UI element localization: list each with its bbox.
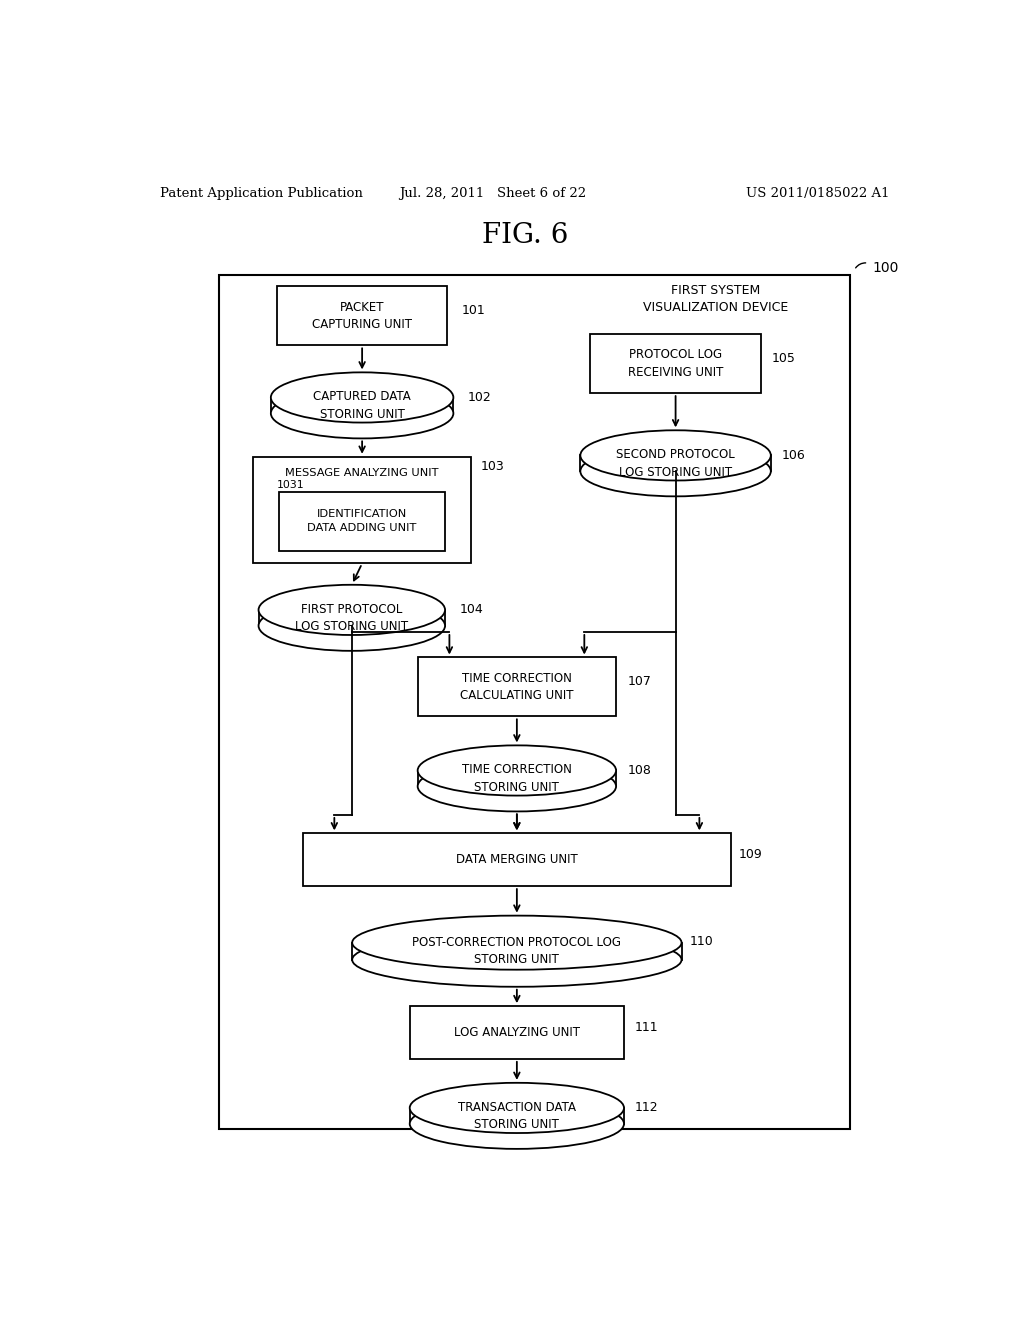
Text: 104: 104 <box>460 603 483 616</box>
Text: POST-CORRECTION PROTOCOL LOG
STORING UNIT: POST-CORRECTION PROTOCOL LOG STORING UNI… <box>413 936 622 966</box>
FancyBboxPatch shape <box>219 276 850 1129</box>
Polygon shape <box>352 942 682 960</box>
Text: US 2011/0185022 A1: US 2011/0185022 A1 <box>746 187 890 201</box>
Ellipse shape <box>581 446 771 496</box>
Ellipse shape <box>352 916 682 970</box>
Ellipse shape <box>418 746 616 796</box>
Text: PROTOCOL LOG
RECEIVING UNIT: PROTOCOL LOG RECEIVING UNIT <box>628 348 723 379</box>
Text: TIME CORRECTION
STORING UNIT: TIME CORRECTION STORING UNIT <box>462 763 571 793</box>
FancyBboxPatch shape <box>410 1006 624 1059</box>
Text: 112: 112 <box>635 1101 658 1114</box>
Text: TIME CORRECTION
CALCULATING UNIT: TIME CORRECTION CALCULATING UNIT <box>460 672 573 702</box>
Text: Patent Application Publication: Patent Application Publication <box>160 187 362 201</box>
Text: 108: 108 <box>627 764 651 776</box>
FancyBboxPatch shape <box>418 657 616 717</box>
Ellipse shape <box>258 601 445 651</box>
Text: SECOND PROTOCOL
LOG STORING UNIT: SECOND PROTOCOL LOG STORING UNIT <box>616 447 735 479</box>
Polygon shape <box>258 610 445 626</box>
Polygon shape <box>270 397 454 413</box>
Text: FIRST PROTOCOL
LOG STORING UNIT: FIRST PROTOCOL LOG STORING UNIT <box>295 602 409 634</box>
Text: Jul. 28, 2011   Sheet 6 of 22: Jul. 28, 2011 Sheet 6 of 22 <box>399 187 587 201</box>
Text: 105: 105 <box>772 352 796 366</box>
Text: IDENTIFICATION
DATA ADDING UNIT: IDENTIFICATION DATA ADDING UNIT <box>307 510 417 533</box>
Ellipse shape <box>581 430 771 480</box>
Text: FIRST SYSTEM
VISUALIZATION DEVICE: FIRST SYSTEM VISUALIZATION DEVICE <box>643 284 787 314</box>
FancyBboxPatch shape <box>590 334 761 393</box>
Polygon shape <box>418 771 616 787</box>
Ellipse shape <box>352 933 682 987</box>
FancyBboxPatch shape <box>253 457 471 564</box>
Ellipse shape <box>410 1082 624 1133</box>
Text: 1031: 1031 <box>278 479 305 490</box>
Ellipse shape <box>418 762 616 812</box>
Ellipse shape <box>270 372 454 422</box>
Text: DATA MERGING UNIT: DATA MERGING UNIT <box>456 853 578 866</box>
Text: 103: 103 <box>480 461 505 474</box>
Ellipse shape <box>410 1098 624 1148</box>
Text: LOG ANALYZING UNIT: LOG ANALYZING UNIT <box>454 1026 580 1039</box>
Text: 109: 109 <box>739 849 763 861</box>
Text: TRANSACTION DATA
STORING UNIT: TRANSACTION DATA STORING UNIT <box>458 1101 575 1131</box>
FancyBboxPatch shape <box>279 492 445 550</box>
Text: 102: 102 <box>468 391 492 404</box>
Text: 106: 106 <box>782 449 806 462</box>
Text: 110: 110 <box>689 935 714 948</box>
Text: 111: 111 <box>635 1020 658 1034</box>
Text: PACKET
CAPTURING UNIT: PACKET CAPTURING UNIT <box>312 301 412 331</box>
Text: FIG. 6: FIG. 6 <box>481 222 568 249</box>
Ellipse shape <box>258 585 445 635</box>
Ellipse shape <box>270 388 454 438</box>
Text: CAPTURED DATA
STORING UNIT: CAPTURED DATA STORING UNIT <box>313 391 411 421</box>
FancyBboxPatch shape <box>303 833 731 886</box>
Polygon shape <box>581 455 771 471</box>
Text: 107: 107 <box>627 676 651 688</box>
Polygon shape <box>410 1107 624 1123</box>
Text: 100: 100 <box>872 261 899 275</box>
FancyBboxPatch shape <box>276 286 447 346</box>
Text: MESSAGE ANALYZING UNIT: MESSAGE ANALYZING UNIT <box>286 469 439 478</box>
Text: 101: 101 <box>462 305 485 317</box>
